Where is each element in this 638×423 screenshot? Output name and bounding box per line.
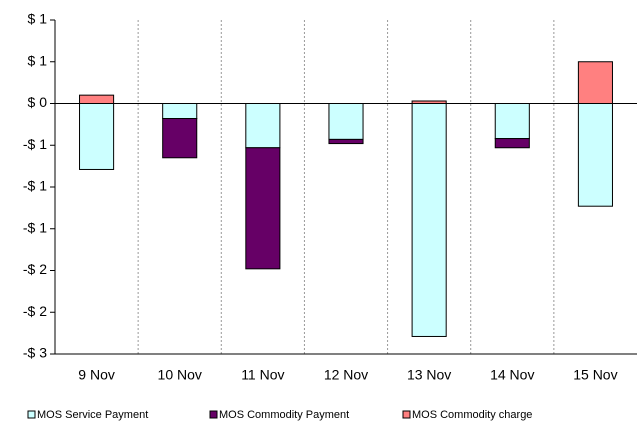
bar-segment — [245, 103, 281, 149]
x-tick-label: 11 Nov — [241, 367, 284, 383]
y-tick-label: $ 1 — [28, 52, 48, 68]
bar-segment — [494, 103, 530, 140]
legend-label: MOS Service Payment — [37, 409, 148, 421]
bar-segment — [577, 61, 613, 104]
bar-segment — [162, 118, 198, 159]
y-tick-label: -$ 3 — [23, 345, 47, 361]
bar-segment — [328, 103, 364, 140]
x-tick-label: 15 Nov — [573, 367, 617, 383]
bar-segment — [79, 103, 115, 170]
legend-label: MOS Commodity charge — [412, 409, 532, 421]
legend-swatch — [402, 410, 411, 419]
legend-swatch — [209, 410, 218, 419]
bar-segment — [328, 138, 364, 145]
y-tick-label: $ 1 — [28, 11, 48, 27]
legend-label: MOS Commodity Payment — [219, 409, 349, 421]
x-tick-label: 12 Nov — [324, 367, 368, 383]
y-tick-label: $ 0 — [28, 94, 48, 110]
bar-segment — [162, 103, 198, 120]
bar-segment — [577, 103, 613, 207]
y-tick-label: -$ 1 — [23, 136, 47, 152]
y-tick-label: -$ 2 — [23, 303, 47, 319]
x-tick-label: 9 Nov — [78, 367, 115, 383]
y-tick-label: -$ 1 — [23, 219, 47, 235]
x-tick-label: 14 Nov — [490, 367, 534, 383]
x-tick-label: 13 Nov — [407, 367, 451, 383]
y-tick-label: -$ 2 — [23, 261, 47, 277]
bar-segment — [411, 103, 447, 337]
y-tick-label: -$ 1 — [23, 178, 47, 194]
x-tick-label: 10 Nov — [158, 367, 202, 383]
bar-segment — [79, 94, 115, 105]
legend-swatch — [27, 410, 36, 419]
bar-segment — [494, 138, 530, 149]
bar-segment — [245, 147, 281, 270]
